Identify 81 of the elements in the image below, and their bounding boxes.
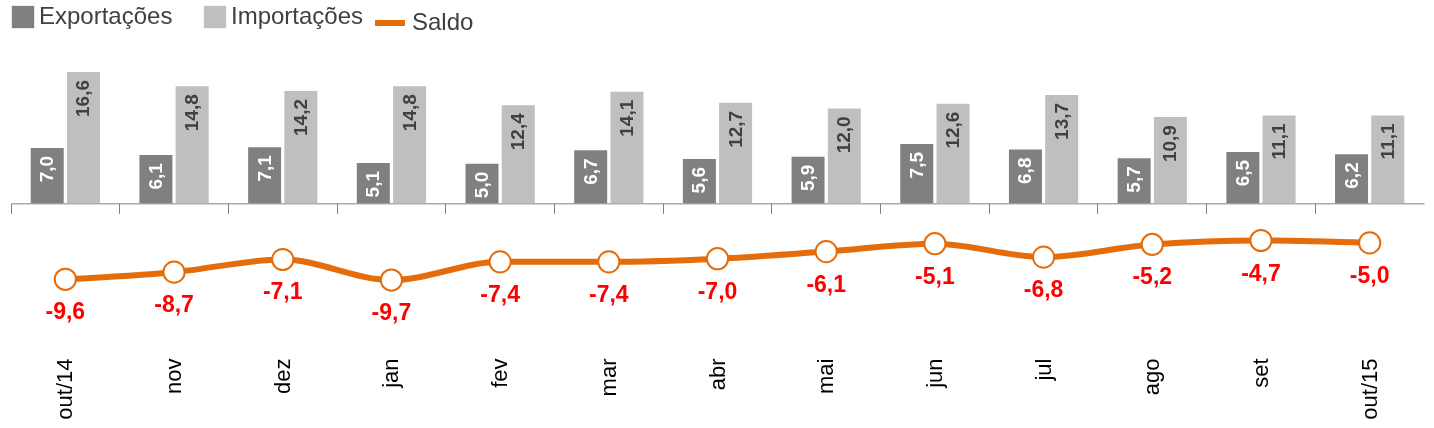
- point: [814, 240, 838, 264]
- bar: [66, 71, 100, 204]
- bar: [1371, 115, 1405, 204]
- point: [1249, 228, 1273, 253]
- data-label: -8,7: [154, 291, 194, 318]
- point: [705, 247, 730, 271]
- data-label: -5,1: [915, 262, 955, 289]
- data-label: 12,4: [507, 112, 529, 151]
- data-label: -7,0: [697, 277, 738, 304]
- point: [488, 250, 512, 274]
- point: [597, 250, 621, 274]
- x-tick-label: jun: [921, 358, 947, 389]
- data-label: 7,0: [36, 155, 58, 183]
- point: [923, 232, 947, 256]
- x-tick-label: mar: [595, 358, 621, 397]
- legend-label: Exportações: [39, 2, 173, 29]
- data-label: -7,4: [588, 280, 629, 307]
- bar: [393, 86, 427, 204]
- x-tick-label: abr: [704, 358, 730, 391]
- data-label: -6,1: [806, 270, 847, 297]
- x-tick-label: out/14: [52, 358, 78, 420]
- data-label: 14,1: [615, 99, 637, 137]
- data-label: -4,7: [1241, 259, 1281, 286]
- point: [1140, 232, 1164, 257]
- data-label: 11,1: [1268, 123, 1290, 160]
- data-label: -6,8: [1023, 276, 1064, 303]
- legend-label: Saldo: [412, 8, 474, 35]
- data-label: 16,6: [72, 79, 94, 117]
- x-tick-label: out/15: [1356, 358, 1382, 420]
- bar: [1262, 115, 1296, 204]
- data-label: 10,9: [1159, 125, 1181, 163]
- bar: [610, 91, 644, 204]
- data-label: 5,7: [1123, 166, 1145, 193]
- data-label: -7,1: [262, 278, 303, 305]
- data-label: 11,1: [1376, 123, 1398, 160]
- bar: [175, 86, 209, 204]
- data-label: -9,6: [45, 298, 86, 325]
- data-label: 5,9: [797, 164, 819, 192]
- data-label: 5,0: [471, 171, 492, 199]
- bar: [936, 103, 970, 204]
- data-label: 14,8: [181, 94, 203, 132]
- x-tick-label: dez: [269, 358, 295, 394]
- data-label: 7,1: [253, 154, 275, 182]
- bar: [1153, 117, 1187, 204]
- x-tick-label: set: [1247, 358, 1273, 388]
- point: [1031, 245, 1056, 269]
- x-tick-label: mai: [813, 358, 839, 394]
- point: [162, 260, 186, 284]
- data-label: 12,7: [724, 110, 746, 148]
- data-label: -9,7: [371, 299, 412, 326]
- x-tick-label: jan: [378, 358, 404, 389]
- bar: [501, 105, 535, 204]
- point: [379, 268, 404, 292]
- data-label: 7,5: [905, 151, 927, 179]
- data-label: 5,1: [362, 170, 384, 198]
- data-label: 6,8: [1014, 157, 1036, 184]
- data-label: -5,0: [1349, 261, 1390, 288]
- data-label: -7,4: [480, 280, 521, 307]
- data-label: 12,6: [942, 111, 963, 149]
- data-label: -5,2: [1132, 263, 1173, 290]
- bar: [827, 108, 861, 204]
- data-label: 14,2: [289, 98, 311, 136]
- x-tick-label: fev: [487, 358, 513, 388]
- x-tick-label: ago: [1139, 358, 1165, 396]
- bar: [284, 90, 318, 204]
- x-tick-label: jul: [1030, 358, 1056, 382]
- bar: [1045, 94, 1079, 204]
- legend-label: Importações: [231, 2, 364, 29]
- data-label: 6,5: [1231, 159, 1253, 187]
- data-label: 6,7: [579, 158, 601, 185]
- point: [271, 247, 295, 272]
- bar: [719, 102, 753, 204]
- point: [53, 267, 77, 291]
- data-label: 6,1: [144, 162, 166, 190]
- data-label: 6,2: [1340, 162, 1362, 189]
- point: [1358, 231, 1382, 255]
- data-label: 13,7: [1050, 102, 1072, 140]
- x-tick-label: nov: [161, 358, 187, 394]
- data-label: 5,6: [688, 167, 710, 194]
- data-label: 14,8: [398, 94, 420, 132]
- data-label: 12,0: [833, 116, 855, 154]
